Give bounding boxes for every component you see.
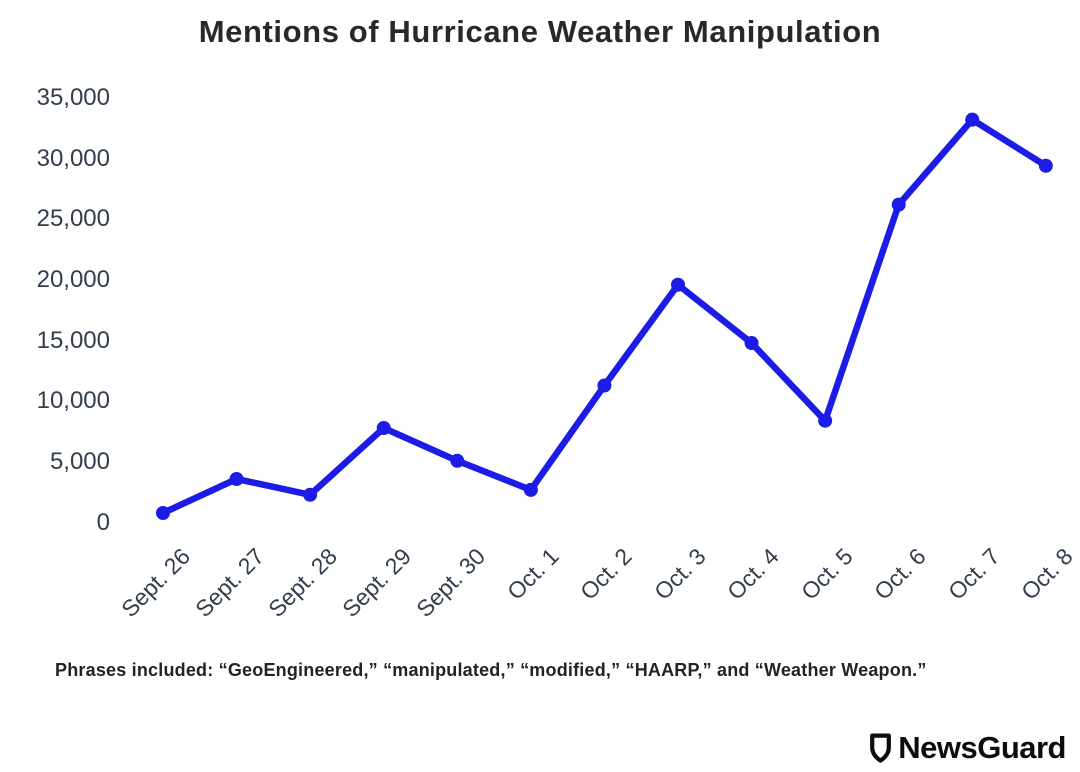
data-point	[229, 471, 244, 486]
y-axis-tick-label: 5,000	[49, 448, 110, 475]
data-point	[303, 487, 318, 502]
data-point	[523, 482, 538, 497]
data-point	[965, 112, 980, 127]
data-point	[597, 378, 612, 393]
y-axis-tick-label: 20,000	[36, 265, 110, 293]
data-point	[818, 413, 833, 428]
newsguard-logo: NewsGuard	[868, 730, 1066, 766]
data-point	[450, 453, 465, 468]
y-axis-tick-label: 15,000	[36, 326, 110, 354]
y-axis-tick-label: 0	[96, 508, 110, 536]
data-point	[891, 197, 906, 212]
chart-footnote: Phrases included: “GeoEngineered,” “mani…	[55, 660, 927, 680]
data-line	[159, 116, 1050, 517]
shield-icon	[870, 733, 892, 763]
data-point	[744, 336, 759, 351]
chart-title: Mentions of Hurricane Weather Manipulati…	[198, 14, 882, 49]
y-axis-tick-label: 30,000	[36, 144, 110, 172]
y-axis-tick-label: 10,000	[36, 387, 110, 415]
data-point	[670, 277, 685, 292]
data-point	[156, 505, 170, 520]
data-point	[1038, 158, 1053, 173]
newsguard-logo-text: NewsGuard	[898, 730, 1066, 765]
y-axis-tick-label: 35,000	[36, 83, 110, 111]
data-point	[376, 421, 391, 436]
y-axis-tick-label: 25,000	[36, 205, 110, 233]
